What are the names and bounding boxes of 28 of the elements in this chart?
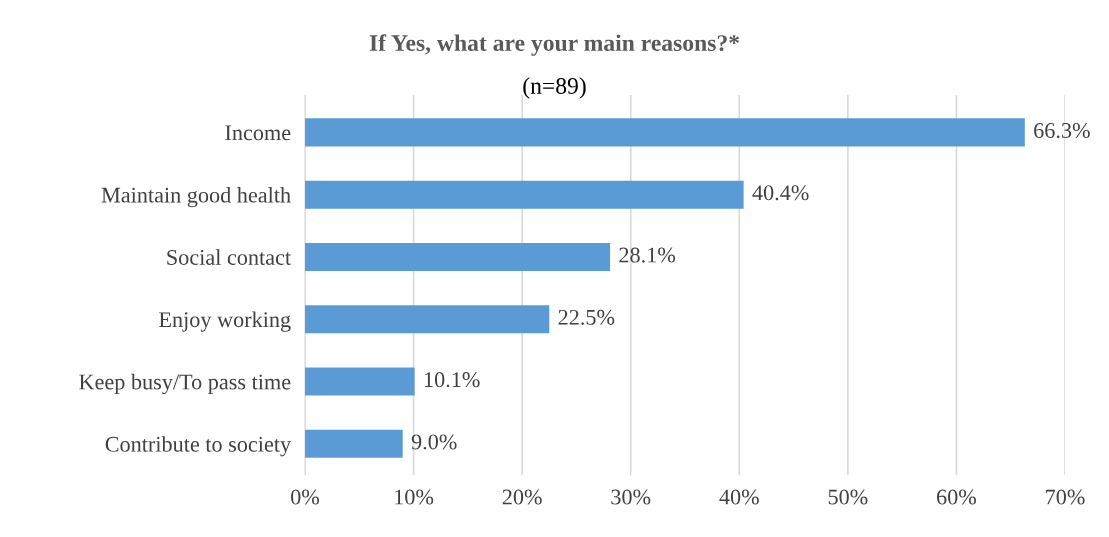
data-label: 40.4% [752,185,809,201]
y-tick-label: Enjoy working [159,311,291,332]
data-label: 22.5% [558,309,615,325]
chart-title: If Yes, what are your main reasons?* [369,34,740,56]
y-tick-label: Social contact [167,249,291,265]
y-tick-label: Contribute to society [105,436,292,457]
x-tick-label: 30% [611,489,651,505]
data-label: 28.1% [619,247,676,263]
bar [305,118,1025,147]
x-tick-label: 40% [719,489,759,505]
x-tick-label: 70% [1046,489,1085,505]
chart-subtitle: (n=89) [523,77,586,99]
x-tick-label: 60% [937,489,977,505]
x-tick-label: 50% [828,489,868,505]
x-tick-label: 20% [502,489,542,505]
bar [305,180,744,209]
bar [305,305,550,334]
y-tick-label: Maintain good health [101,186,291,208]
x-tick-label: 10% [395,489,434,505]
y-tick-label: Income [225,125,291,141]
data-label: 9.0% [411,434,457,450]
bar [305,429,403,458]
bar [305,367,415,396]
data-label: 66.3% [1034,122,1090,139]
bar [305,242,611,271]
y-tick-label: Keep busy/To pass time [79,373,291,395]
x-tick-label: 0% [291,489,320,505]
data-label: 10.1% [424,372,480,388]
